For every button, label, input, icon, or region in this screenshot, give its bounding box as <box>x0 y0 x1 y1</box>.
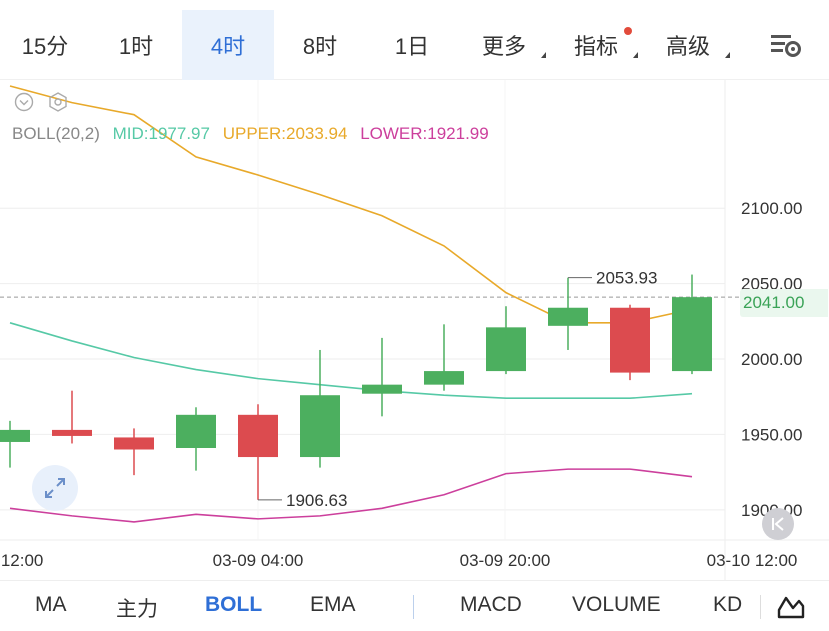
collapse-chevron-icon[interactable] <box>14 92 34 112</box>
y-tick-label: 2000.00 <box>741 350 802 369</box>
boll-mid-line <box>9 322 693 400</box>
divider <box>413 595 414 619</box>
tab-timeframe[interactable]: 8时 <box>274 10 366 80</box>
scroll-right-icon[interactable] <box>762 508 794 540</box>
settings-gear-icon[interactable] <box>47 91 67 112</box>
candle-up <box>176 414 216 448</box>
indicator-tab[interactable]: BOLL <box>205 593 263 616</box>
tab-label: 1时 <box>118 33 154 59</box>
x-tick-label: 03-09 04:00 <box>213 551 304 570</box>
boll-mid-value: MID:1977.97 <box>112 124 210 143</box>
tab-timeframe[interactable]: 1日 <box>366 10 458 80</box>
divider <box>760 595 761 619</box>
candle-down <box>52 429 92 436</box>
tab-timeframe[interactable]: 15分 <box>0 10 90 80</box>
tab-label: 高级 <box>665 33 710 59</box>
indicator-tab[interactable]: EMA <box>310 593 356 616</box>
indicator-tab[interactable]: KD <box>713 593 743 616</box>
candle-up <box>424 371 464 385</box>
indicator-tab[interactable]: VOLUME <box>572 593 661 616</box>
candle-down <box>114 437 154 450</box>
candle-down <box>238 414 278 458</box>
boll-legend: BOLL(20,2) MID:1977.97 UPPER:2033.94 LOW… <box>12 124 497 144</box>
tab-label: 4时 <box>210 33 246 59</box>
expand-icon[interactable] <box>32 465 78 511</box>
y-tick-label: 2100.00 <box>741 199 802 218</box>
tab-timeframe[interactable]: 更多 <box>458 10 550 80</box>
candle-down <box>610 307 650 373</box>
notification-dot <box>624 26 632 35</box>
x-tick-label: 03-09 20:00 <box>460 551 551 570</box>
x-tick-label: 03-08 12:00 <box>0 551 43 570</box>
boll-params: BOLL(20,2) <box>12 124 100 143</box>
candle-up <box>0 429 30 442</box>
candlestick-chart[interactable]: 2100.002050.002000.001950.001900.0003-08… <box>0 80 829 580</box>
tab-label: 指标 <box>573 33 618 59</box>
boll-lower-value: LOWER:1921.99 <box>360 124 489 143</box>
tab-timeframe[interactable]: 指标 <box>550 10 642 80</box>
boll-lower-line <box>9 468 693 523</box>
tab-timeframe[interactable]: 高级 <box>642 10 734 80</box>
dropdown-triangle-icon <box>725 51 730 58</box>
tab-timeframe[interactable]: 4时 <box>182 9 274 80</box>
indicator-tab[interactable]: MA <box>35 593 67 616</box>
candle-up <box>486 327 526 372</box>
current-price-tag: 2041.00 <box>740 289 828 317</box>
annotation-label: 1906.63 <box>286 491 347 510</box>
tab-label: 1日 <box>394 33 430 59</box>
indicator-bar: MA 主力 BOLL EMA MACD VOLUME KD <box>0 580 829 631</box>
candle-up <box>548 307 588 326</box>
candle-up <box>362 384 402 394</box>
dropdown-triangle-icon <box>633 51 638 58</box>
indicator-tab[interactable]: MACD <box>460 593 522 616</box>
tab-label: 15分 <box>21 33 69 59</box>
boll-upper-line <box>9 85 693 324</box>
y-tick-label: 1950.00 <box>741 425 802 444</box>
indicator-tab[interactable]: 主力 <box>116 598 158 621</box>
y-tick-label: 2050.00 <box>741 275 802 294</box>
candle-up <box>672 297 712 372</box>
dropdown-triangle-icon <box>541 51 546 58</box>
boll-upper-value: UPPER:2033.94 <box>222 124 348 143</box>
x-tick-label: 03-10 12:00 <box>707 551 798 570</box>
timeframe-bar: 15分 1时 4时 8时 1日 更多 指标 高级 <box>0 0 829 80</box>
annotation-label: 2053.93 <box>596 269 657 288</box>
chart-settings-icon[interactable] <box>769 30 803 60</box>
candle-up <box>300 395 340 458</box>
chart-mode-icon[interactable] <box>776 592 806 622</box>
tab-label: 8时 <box>302 33 338 59</box>
tab-label: 更多 <box>481 33 526 59</box>
tab-timeframe[interactable]: 1时 <box>90 10 182 80</box>
